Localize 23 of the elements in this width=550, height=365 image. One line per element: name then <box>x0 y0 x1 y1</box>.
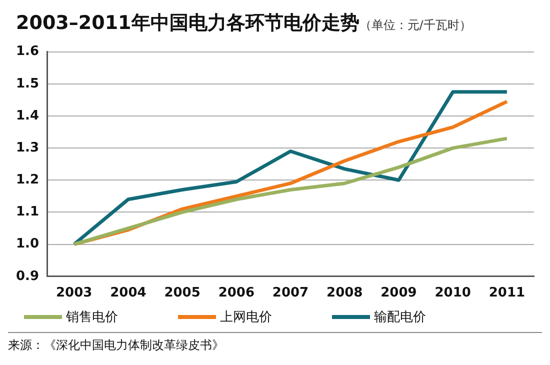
y-tick-label: 1.3 <box>16 140 40 156</box>
x-tick-label: 2007 <box>272 286 309 301</box>
x-tick-label: 2003 <box>56 286 92 301</box>
y-tick-label: 0.9 <box>16 268 40 284</box>
chart-subtitle: （单位：元/千瓦时） <box>359 18 472 32</box>
legend-label: 销售电价 <box>66 309 118 326</box>
x-tick-label: 2006 <box>218 286 254 301</box>
y-tick-label: 1.4 <box>16 108 40 124</box>
x-tick-label: 2011 <box>488 286 526 301</box>
chart-title: 2003–2011年中国电力各环节电价走势 <box>16 12 360 34</box>
x-tick-label: 2004 <box>110 286 146 301</box>
y-tick-label: 1.1 <box>16 204 40 220</box>
y-tick-label: 1.2 <box>16 172 40 188</box>
source-note: 来源：《深化中国电力体制改革绿皮书》 <box>8 337 225 354</box>
y-tick-label: 1.6 <box>16 44 40 60</box>
y-tick-label: 1.5 <box>16 76 40 92</box>
x-tick-label: 2005 <box>164 286 200 301</box>
legend-label: 输配电价 <box>374 309 426 326</box>
x-tick-label: 2010 <box>434 286 471 301</box>
y-tick-label: 1.0 <box>16 236 40 252</box>
legend-label: 上网电价 <box>220 309 272 326</box>
x-tick-label: 2008 <box>326 286 363 301</box>
x-tick-label: 2009 <box>380 286 417 301</box>
